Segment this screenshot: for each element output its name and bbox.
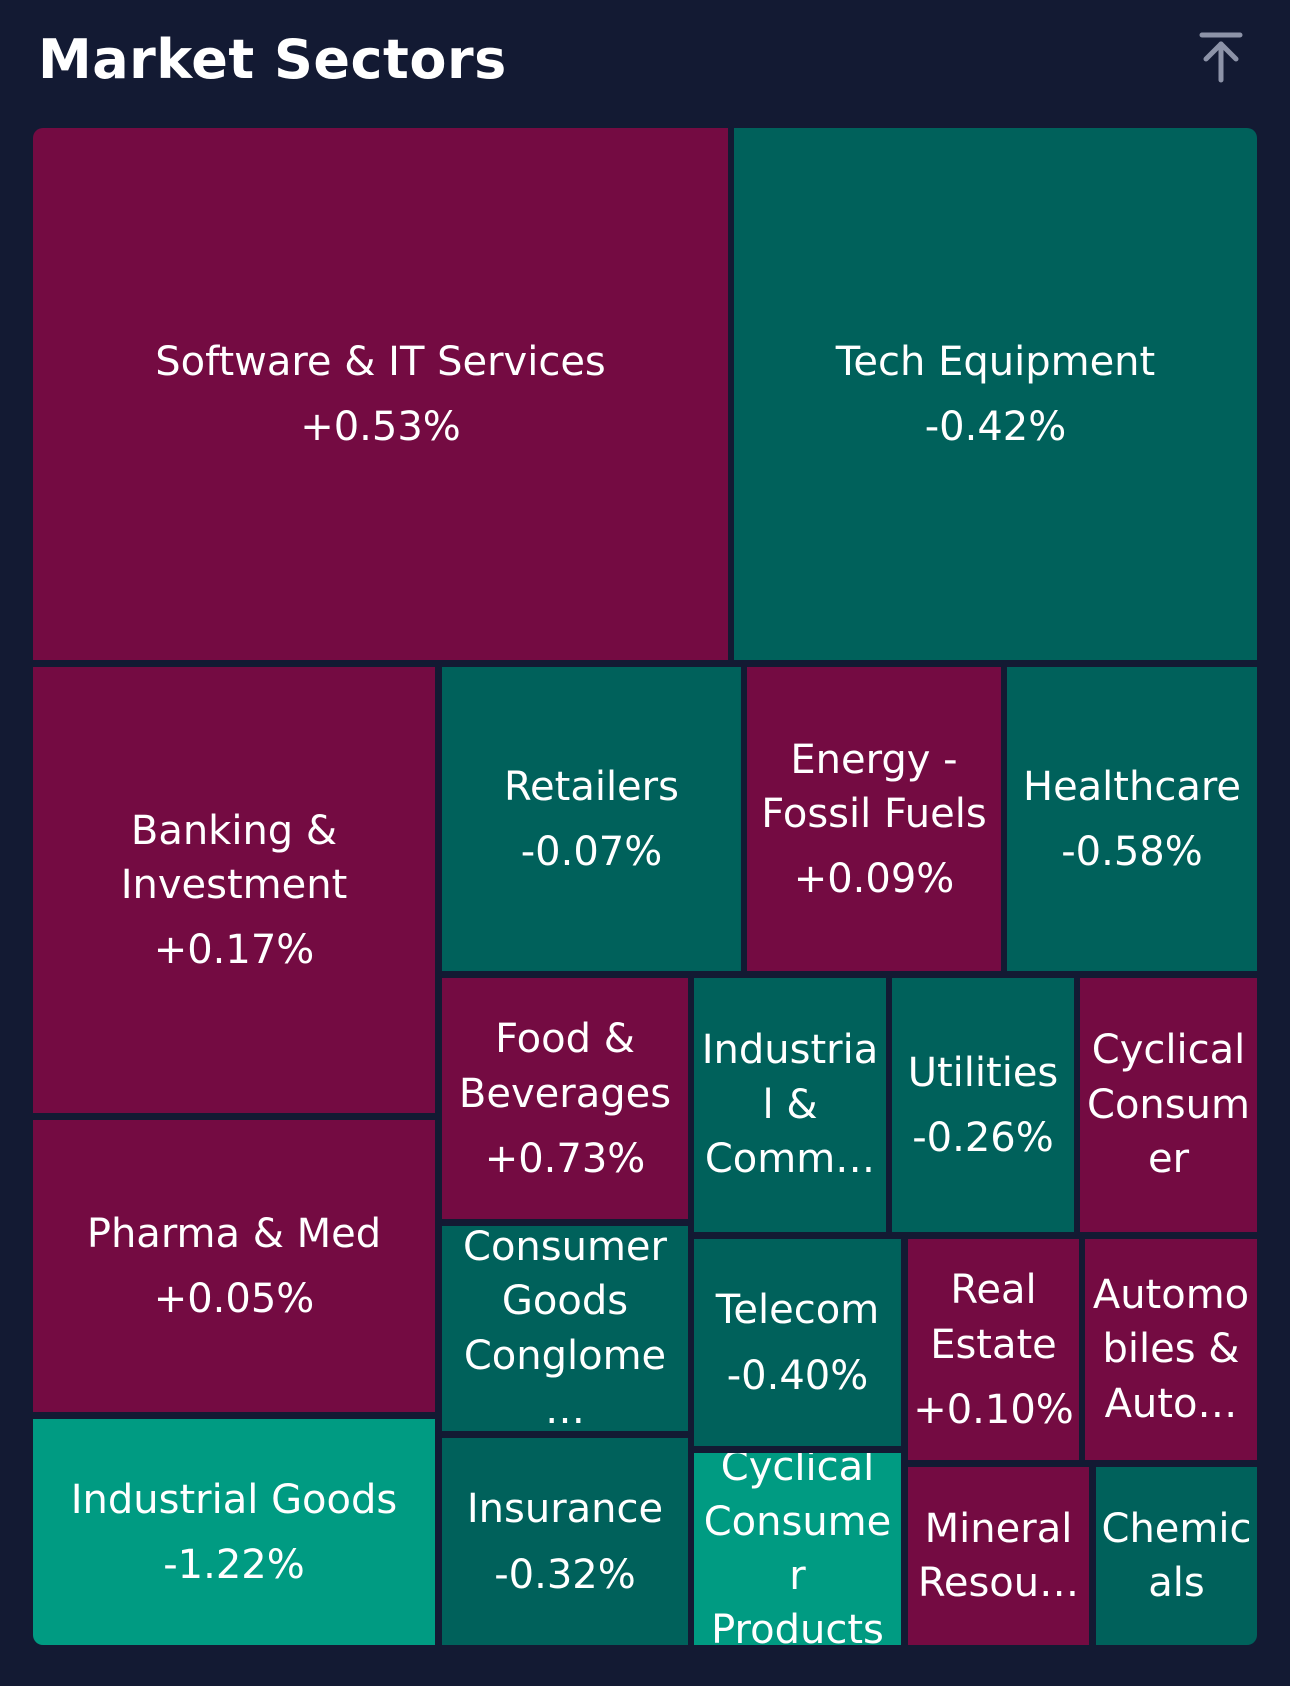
sector-name: Cyclical Consumer — [1087, 1027, 1250, 1183]
sector-tile[interactable]: Utilities -0.26% — [892, 978, 1074, 1232]
sector-name: Healthcare — [1022, 763, 1242, 810]
sector-name: Tech Equipment — [835, 338, 1156, 385]
sector-tile[interactable]: Industrial Goods -1.22% — [33, 1419, 435, 1645]
sector-name: Consumer Goods Conglome… — [463, 1226, 667, 1431]
sector-change: -0.32% — [494, 1551, 636, 1598]
sector-tile[interactable]: Energy - Fossil Fuels +0.09% — [747, 667, 1001, 971]
sector-tile[interactable]: Tech Equipment -0.42% — [734, 128, 1257, 660]
sector-name: Industrial & Comm… — [701, 1027, 879, 1183]
sector-change: -0.07% — [520, 829, 663, 876]
collapse-up-arrow-icon[interactable] — [1196, 30, 1246, 86]
sector-change: -0.40% — [726, 1352, 869, 1399]
sector-tile[interactable]: Banking & Investment +0.17% — [33, 667, 435, 1113]
sector-change: -0.26% — [912, 1115, 1054, 1162]
sector-name: Food & Beverages — [458, 1016, 672, 1117]
sector-tile[interactable]: Software & IT Services +0.53% — [33, 128, 728, 660]
sector-name: Automobiles & Auto… — [1092, 1271, 1250, 1427]
sector-tile[interactable]: Healthcare -0.58% — [1007, 667, 1257, 971]
sector-name: Chemicals — [1101, 1505, 1252, 1606]
sector-change: +0.53% — [300, 404, 461, 451]
sector-tile[interactable]: Industrial & Comm… — [694, 978, 886, 1232]
sector-treemap: Software & IT Services +0.53% Tech Equipme… — [33, 128, 1257, 1645]
sector-change: +0.10% — [913, 1386, 1074, 1433]
sector-tile[interactable]: Cyclical Consumer — [1080, 978, 1257, 1232]
sector-name: Cyclical Consumer Products — [703, 1453, 892, 1645]
sector-name: Utilities — [907, 1049, 1059, 1096]
sector-change: +0.17% — [153, 927, 315, 974]
sector-tile[interactable]: Retailers -0.07% — [442, 667, 741, 971]
sector-name: Banking & Investment — [120, 807, 348, 908]
sector-name: Pharma & Med — [86, 1210, 382, 1257]
sector-name: Energy - Fossil Fuels — [761, 736, 987, 837]
sector-tile[interactable]: Insurance -0.32% — [442, 1438, 688, 1645]
sector-name: Telecom — [715, 1287, 880, 1334]
sector-change: +0.09% — [793, 856, 955, 903]
sector-tile[interactable]: Automobiles & Auto… — [1085, 1239, 1257, 1460]
sector-tile[interactable]: Consumer Goods Conglome… — [442, 1226, 688, 1431]
sector-tile[interactable]: Cyclical Consumer Products — [694, 1453, 901, 1645]
sector-name: Real Estate — [930, 1267, 1057, 1368]
sector-change: -1.22% — [163, 1542, 305, 1589]
sector-tile[interactable]: Real Estate +0.10% — [908, 1239, 1079, 1460]
sector-change: +0.05% — [153, 1276, 315, 1323]
sector-tile[interactable]: Food & Beverages +0.73% — [442, 978, 688, 1219]
sector-name: Mineral Resou… — [917, 1505, 1080, 1606]
sector-tile[interactable]: Chemicals — [1096, 1467, 1257, 1645]
sector-tile[interactable]: Pharma & Med +0.05% — [33, 1120, 435, 1412]
sector-change: -0.58% — [1061, 829, 1203, 876]
sector-name: Industrial Goods — [70, 1476, 398, 1523]
sector-tile[interactable]: Telecom -0.40% — [694, 1239, 901, 1446]
sector-tile[interactable]: Mineral Resou… — [908, 1467, 1089, 1645]
sector-name: Retailers — [504, 763, 679, 810]
sector-change: -0.42% — [924, 404, 1067, 451]
sector-name: Insurance — [466, 1486, 664, 1533]
sector-change: +0.73% — [484, 1135, 646, 1182]
sector-name: Software & IT Services — [155, 338, 606, 385]
page-title: Market Sectors — [38, 28, 507, 91]
